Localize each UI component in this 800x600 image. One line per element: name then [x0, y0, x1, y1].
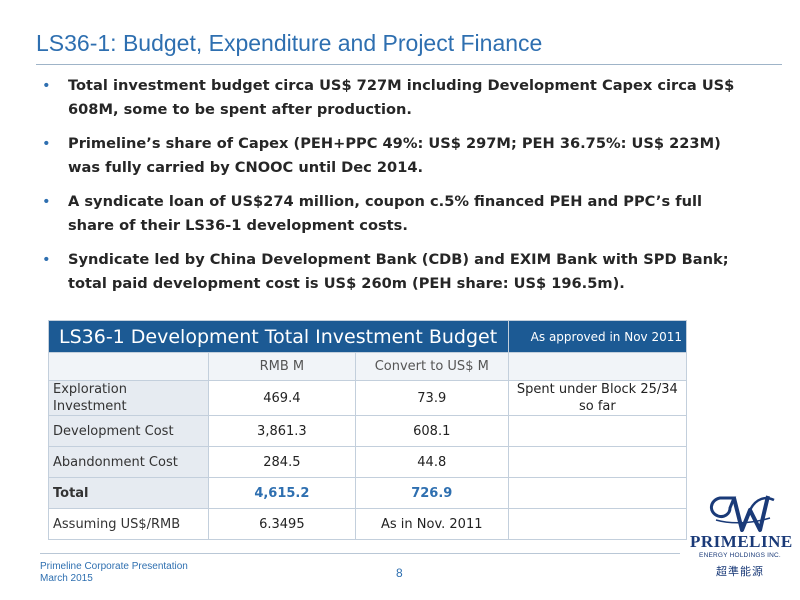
rmb-value: 6.3495: [207, 508, 356, 540]
rmb-value: 3,861.3: [207, 415, 356, 447]
bullet-item: • A syndicate loan of US$274 million, cou…: [40, 190, 740, 238]
usd-value: 44.8: [354, 446, 509, 478]
row-note: [507, 477, 688, 509]
bullet-item: • Total investment budget circa US$ 727M …: [40, 74, 740, 122]
logo-mark-icon: [710, 495, 775, 532]
bullet-icon: •: [42, 193, 51, 210]
slide-title: LS36-1: Budget, Expenditure and Project …: [36, 30, 543, 56]
table-header-row: LS36-1 Development Total Investment Budg…: [48, 320, 688, 353]
column-header-blank: [48, 352, 209, 381]
bullet-list: • Total investment budget circa US$ 727M …: [40, 74, 740, 306]
usd-value: 726.9: [354, 477, 509, 509]
usd-value: 73.9: [354, 380, 509, 416]
table-row: Assuming US$/RMB 6.3495 As in Nov. 2011: [48, 508, 688, 540]
column-header-usd: Convert to US$ M: [354, 352, 509, 381]
usd-value: As in Nov. 2011: [354, 508, 509, 540]
table-row: Abandonment Cost 284.5 44.8: [48, 446, 688, 478]
column-header-rmb: RMB M: [207, 352, 356, 381]
rmb-value: 284.5: [207, 446, 356, 478]
rmb-value: 4,615.2: [207, 477, 356, 509]
bullet-icon: •: [42, 77, 51, 94]
company-logo: PRIMELINE ENERGY HOLDINGS INC. 超準能源: [690, 490, 793, 582]
column-header-notes: [507, 352, 688, 381]
logo-name: PRIMELINE: [690, 532, 793, 551]
title-divider: [36, 64, 782, 65]
usd-value: 608.1: [354, 415, 509, 447]
bullet-text: Total investment budget circa US$ 727M i…: [68, 77, 735, 118]
bullet-item: • Primeline’s share of Capex (PEH+PPC 49%…: [40, 132, 740, 180]
table-title: LS36-1 Development Total Investment Budg…: [48, 320, 509, 353]
row-label: Total: [48, 477, 209, 509]
footer-presentation-name: Primeline Corporate Presentation: [40, 561, 188, 572]
page-number: 8: [396, 566, 403, 580]
table-row: Development Cost 3,861.3 608.1: [48, 415, 688, 447]
row-label: Abandonment Cost: [48, 446, 209, 478]
logo-subtitle: ENERGY HOLDINGS INC.: [699, 552, 781, 559]
logo-chinese-name: 超準能源: [716, 566, 764, 578]
bullet-text: Syndicate led by China Development Bank …: [68, 251, 729, 292]
bullet-text: Primeline’s share of Capex (PEH+PPC 49%:…: [68, 135, 721, 176]
row-note: [507, 508, 688, 540]
bullet-text: A syndicate loan of US$274 million, coup…: [68, 193, 702, 234]
bullet-item: • Syndicate led by China Development Bank…: [40, 248, 740, 296]
bullet-icon: •: [42, 135, 51, 152]
budget-table: LS36-1 Development Total Investment Budg…: [48, 320, 688, 540]
table-row-total: Total 4,615.2 726.9: [48, 477, 688, 509]
row-note: Spent under Block 25/34 so far: [507, 380, 688, 416]
bullet-icon: •: [42, 251, 51, 268]
table-row: Exploration Investment 469.4 73.9 Spent …: [48, 380, 688, 416]
column-header-row: RMB M Convert to US$ M: [48, 352, 688, 381]
footer-divider: [40, 553, 680, 554]
row-label: Assuming US$/RMB: [48, 508, 209, 540]
row-note: [507, 415, 688, 447]
row-label: Exploration Investment: [48, 380, 209, 416]
footer: Primeline Corporate Presentation March 2…: [40, 561, 188, 585]
rmb-value: 469.4: [207, 380, 356, 416]
row-note: [507, 446, 688, 478]
table-approval-note: As approved in Nov 2011: [507, 320, 688, 353]
footer-date: March 2015: [40, 573, 93, 584]
row-label: Development Cost: [48, 415, 209, 447]
